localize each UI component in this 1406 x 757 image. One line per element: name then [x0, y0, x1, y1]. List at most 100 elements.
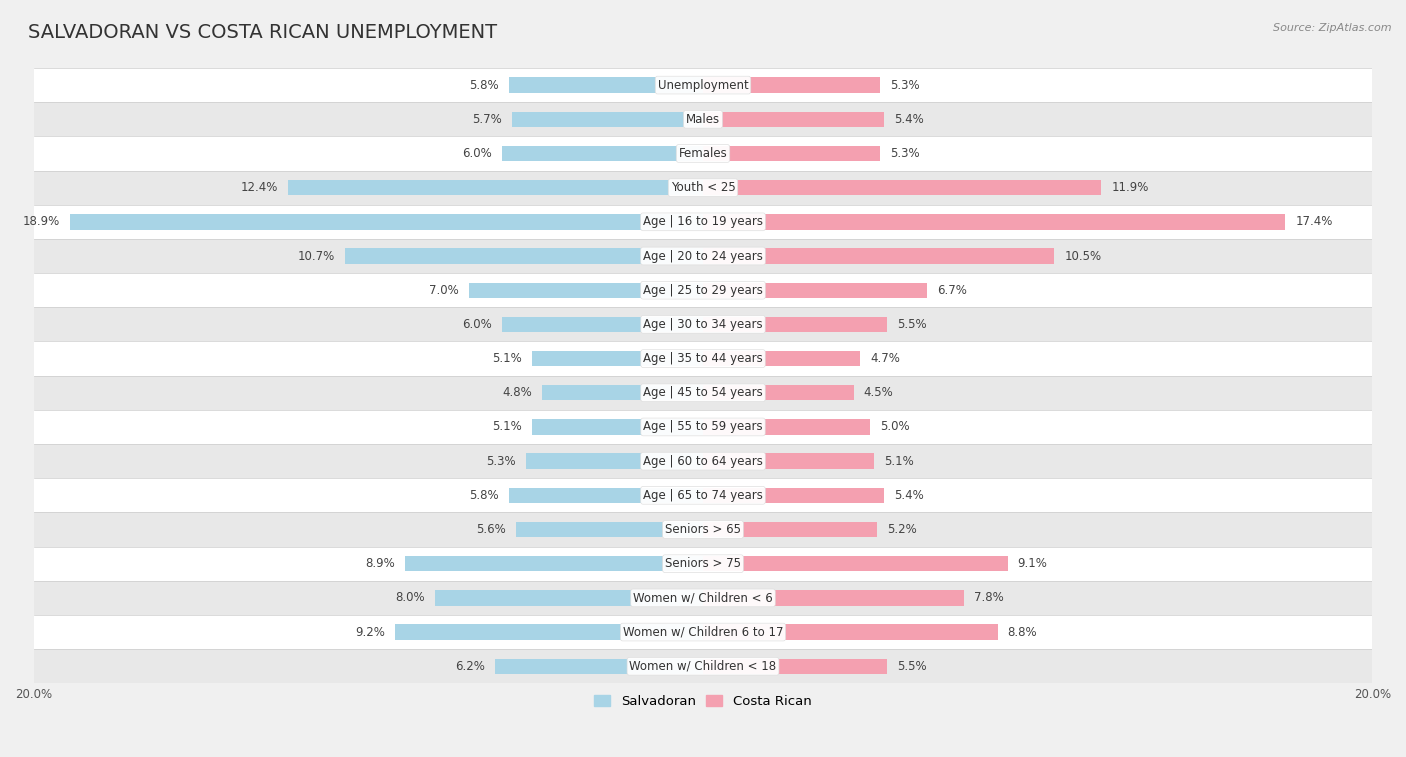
Bar [703, 419, 870, 435]
Bar [34, 512, 1372, 547]
Text: Unemployment: Unemployment [658, 79, 748, 92]
Text: 5.3%: 5.3% [486, 455, 516, 468]
Bar [703, 625, 997, 640]
Text: 6.7%: 6.7% [938, 284, 967, 297]
Text: 5.2%: 5.2% [887, 523, 917, 536]
Text: Seniors > 65: Seniors > 65 [665, 523, 741, 536]
Text: Age | 45 to 54 years: Age | 45 to 54 years [643, 386, 763, 399]
Bar [703, 180, 1101, 195]
Text: 9.2%: 9.2% [356, 625, 385, 639]
Text: Source: ZipAtlas.com: Source: ZipAtlas.com [1274, 23, 1392, 33]
Bar [34, 410, 1372, 444]
Bar [34, 170, 1372, 204]
Text: Age | 20 to 24 years: Age | 20 to 24 years [643, 250, 763, 263]
Bar [703, 522, 877, 537]
Text: Age | 65 to 74 years: Age | 65 to 74 years [643, 489, 763, 502]
Bar [543, 385, 703, 400]
Text: 5.8%: 5.8% [470, 79, 499, 92]
Bar [703, 659, 887, 674]
Text: 5.8%: 5.8% [470, 489, 499, 502]
Bar [34, 68, 1372, 102]
Bar [526, 453, 703, 469]
Bar [34, 478, 1372, 512]
Text: Age | 30 to 34 years: Age | 30 to 34 years [643, 318, 763, 331]
Bar [703, 385, 853, 400]
Text: Age | 25 to 29 years: Age | 25 to 29 years [643, 284, 763, 297]
Bar [703, 316, 887, 332]
Bar [533, 419, 703, 435]
Bar [516, 522, 703, 537]
Bar [703, 146, 880, 161]
Text: 5.1%: 5.1% [492, 420, 522, 434]
Text: 5.5%: 5.5% [897, 318, 927, 331]
Bar [495, 659, 703, 674]
Text: Women w/ Children < 6: Women w/ Children < 6 [633, 591, 773, 604]
Bar [436, 590, 703, 606]
Bar [34, 547, 1372, 581]
Bar [703, 248, 1054, 263]
Bar [34, 239, 1372, 273]
Text: 5.1%: 5.1% [492, 352, 522, 365]
Text: 5.1%: 5.1% [884, 455, 914, 468]
Text: 4.7%: 4.7% [870, 352, 900, 365]
Text: Females: Females [679, 147, 727, 160]
Text: 5.0%: 5.0% [880, 420, 910, 434]
Bar [703, 77, 880, 93]
Text: Age | 55 to 59 years: Age | 55 to 59 years [643, 420, 763, 434]
Bar [34, 273, 1372, 307]
Bar [703, 214, 1285, 229]
Text: 17.4%: 17.4% [1295, 215, 1333, 229]
Text: Males: Males [686, 113, 720, 126]
Text: 5.3%: 5.3% [890, 79, 920, 92]
Text: Seniors > 75: Seniors > 75 [665, 557, 741, 570]
Text: 7.0%: 7.0% [429, 284, 458, 297]
Bar [703, 488, 884, 503]
Text: 5.7%: 5.7% [472, 113, 502, 126]
Bar [512, 111, 703, 127]
Bar [34, 102, 1372, 136]
Bar [34, 650, 1372, 684]
Bar [468, 282, 703, 298]
Text: Youth < 25: Youth < 25 [671, 181, 735, 194]
Text: 18.9%: 18.9% [22, 215, 60, 229]
Legend: Salvadoran, Costa Rican: Salvadoran, Costa Rican [589, 690, 817, 714]
Text: 6.0%: 6.0% [463, 147, 492, 160]
Text: 8.8%: 8.8% [1008, 625, 1038, 639]
Text: 11.9%: 11.9% [1111, 181, 1149, 194]
Bar [502, 146, 703, 161]
Text: Women w/ Children 6 to 17: Women w/ Children 6 to 17 [623, 625, 783, 639]
Text: 9.1%: 9.1% [1018, 557, 1047, 570]
Text: 5.5%: 5.5% [897, 660, 927, 673]
Bar [34, 307, 1372, 341]
Bar [70, 214, 703, 229]
Bar [502, 316, 703, 332]
Bar [288, 180, 703, 195]
Text: 10.7%: 10.7% [298, 250, 335, 263]
Bar [34, 136, 1372, 170]
Text: 4.5%: 4.5% [863, 386, 893, 399]
Text: 8.9%: 8.9% [366, 557, 395, 570]
Text: Age | 60 to 64 years: Age | 60 to 64 years [643, 455, 763, 468]
Bar [533, 351, 703, 366]
Bar [344, 248, 703, 263]
Text: 6.2%: 6.2% [456, 660, 485, 673]
Text: 10.5%: 10.5% [1064, 250, 1102, 263]
Bar [703, 282, 928, 298]
Bar [509, 488, 703, 503]
Bar [703, 453, 873, 469]
Bar [509, 77, 703, 93]
Text: Women w/ Children < 18: Women w/ Children < 18 [630, 660, 776, 673]
Bar [34, 204, 1372, 239]
Text: 5.4%: 5.4% [894, 489, 924, 502]
Text: 5.4%: 5.4% [894, 113, 924, 126]
Text: 12.4%: 12.4% [240, 181, 278, 194]
Text: 4.8%: 4.8% [502, 386, 533, 399]
Bar [703, 111, 884, 127]
Text: Age | 35 to 44 years: Age | 35 to 44 years [643, 352, 763, 365]
Bar [405, 556, 703, 572]
Text: 6.0%: 6.0% [463, 318, 492, 331]
Bar [34, 444, 1372, 478]
Text: 5.6%: 5.6% [475, 523, 506, 536]
Bar [703, 351, 860, 366]
Text: SALVADORAN VS COSTA RICAN UNEMPLOYMENT: SALVADORAN VS COSTA RICAN UNEMPLOYMENT [28, 23, 498, 42]
